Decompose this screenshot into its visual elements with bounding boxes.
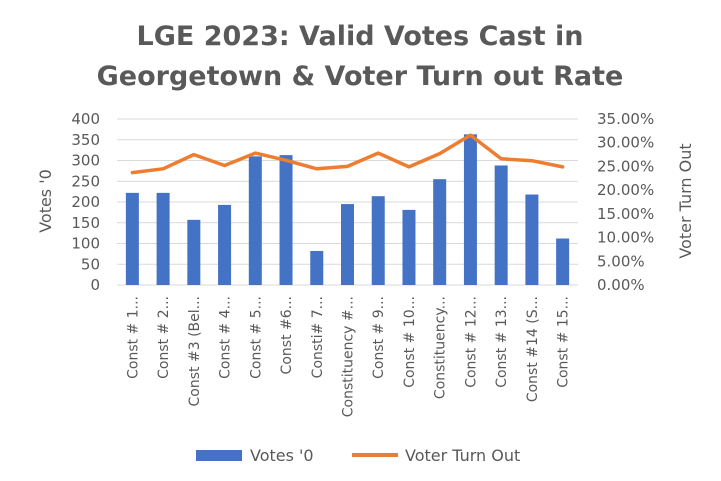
right-tick-label: 5.00% <box>597 252 645 270</box>
right-tick-label: 30.00% <box>597 134 654 152</box>
bar <box>310 250 324 285</box>
category-label: Const # 2... <box>156 296 172 379</box>
left-tick-label: 350 <box>71 131 100 149</box>
category-label: Const #14 (S... <box>525 296 541 402</box>
category-label: Const # 5... <box>248 296 264 379</box>
left-tick-label: 150 <box>71 214 100 232</box>
category-label: Constituency... <box>433 296 449 399</box>
category-label: Const # 4... <box>218 296 234 379</box>
category-label: Const #6... <box>279 296 295 374</box>
bar <box>371 196 385 285</box>
bar <box>279 155 293 285</box>
chart-title-line-2: Georgetown & Voter Turn out Rate <box>97 61 624 92</box>
bar <box>156 192 170 285</box>
right-tick-label: 15.00% <box>597 205 654 223</box>
bar <box>341 204 354 285</box>
right-axis-ticks: 0.00% 5.00% 10.00% 15.00% 20.00% 25.00% 30.00%… <box>597 110 654 294</box>
legend-label-turnout: Voter Turn Out <box>405 446 520 465</box>
right-tick-label: 10.00% <box>597 229 654 247</box>
bar <box>556 238 570 285</box>
bar-series <box>125 134 570 285</box>
category-label: Const # 15... <box>556 296 572 388</box>
bar <box>187 219 201 285</box>
chart-title-line-1: LGE 2023: Valid Votes Cast in <box>137 21 584 52</box>
bar <box>433 179 447 285</box>
bar <box>402 209 416 285</box>
left-axis-ticks: 0 50 100 150 200 250 300 350 400 <box>71 110 100 294</box>
category-label: Const # 1... <box>125 296 141 379</box>
bar <box>494 165 508 285</box>
category-labels: Const # 1... Const # 2... Const #3 (Bel...… <box>125 296 571 417</box>
left-tick-label: 250 <box>71 172 100 190</box>
bar <box>248 156 262 285</box>
category-label: Const #3 (Bel... <box>187 296 203 406</box>
category-label: Const # 13... <box>494 296 510 388</box>
right-tick-label: 25.00% <box>597 157 654 175</box>
bar <box>463 134 477 285</box>
turnout-line <box>130 133 565 175</box>
category-label: Consti# 7... <box>310 296 326 378</box>
line-series <box>130 133 565 175</box>
legend-swatch-votes <box>196 450 242 461</box>
category-label: Const # 12... <box>463 296 479 388</box>
left-tick-label: 300 <box>71 152 100 170</box>
right-tick-label: 0.00% <box>597 276 645 294</box>
bar <box>525 194 539 285</box>
legend-label-votes: Votes '0 <box>250 446 314 465</box>
bar <box>218 204 232 285</box>
left-tick-label: 200 <box>71 193 100 211</box>
right-axis-title: Voter Turn Out <box>676 143 695 258</box>
left-tick-label: 400 <box>71 110 100 128</box>
left-tick-label: 0 <box>90 276 100 294</box>
category-label: Const # 9... <box>371 296 387 379</box>
right-tick-label: 35.00% <box>597 110 654 128</box>
bar <box>125 192 139 285</box>
left-tick-label: 100 <box>71 235 100 253</box>
category-label: Constituency #... <box>341 296 357 417</box>
category-label: Const # 10... <box>402 296 418 388</box>
right-tick-label: 20.00% <box>597 181 654 199</box>
legend: Votes '0 Voter Turn Out <box>196 446 520 465</box>
left-tick-label: 50 <box>81 255 100 273</box>
left-axis-title: Votes '0 <box>36 169 55 233</box>
